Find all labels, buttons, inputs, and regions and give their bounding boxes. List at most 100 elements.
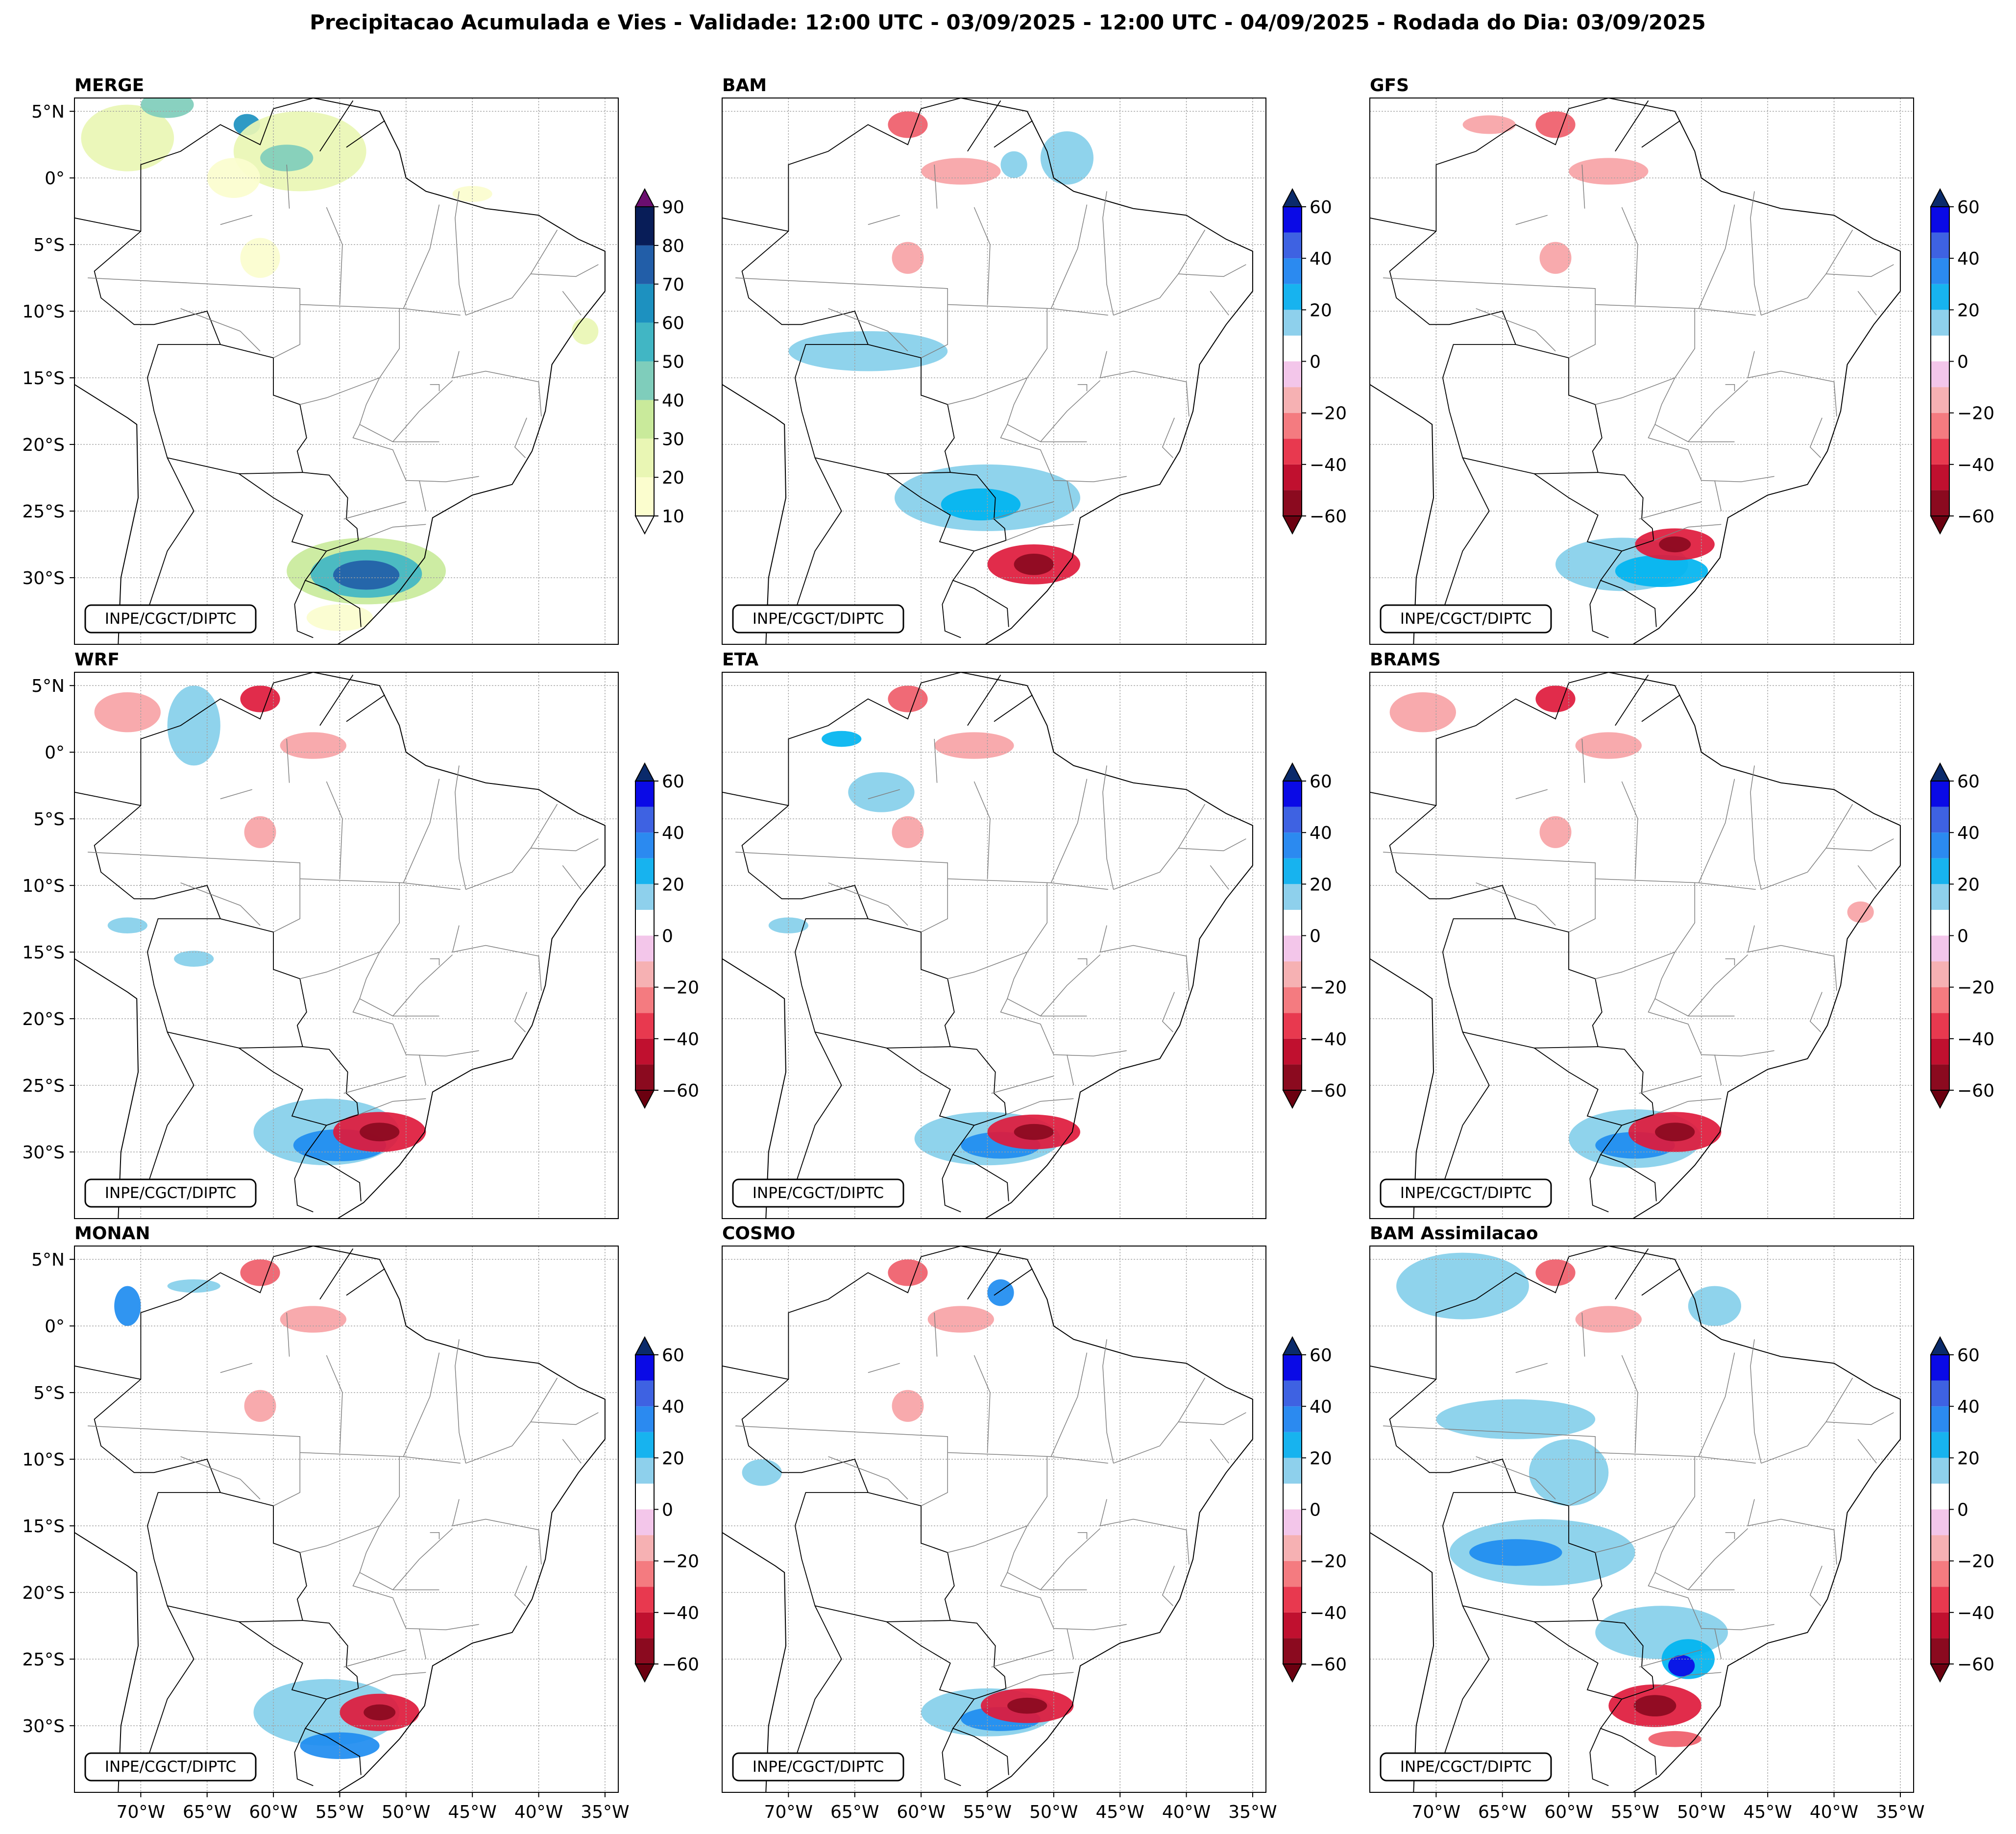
state-border: [1067, 1628, 1074, 1660]
country-border: [1641, 120, 1681, 148]
state-border: [1725, 384, 1735, 391]
country-border: [967, 1248, 1001, 1300]
panel-title: MERGE: [74, 75, 144, 96]
state-border: [1654, 882, 1735, 1017]
state-border: [392, 954, 453, 1017]
state-border: [1621, 207, 1638, 305]
colorbar-segment: [635, 781, 654, 807]
credit-label: INPE/CGCT/DIPTC: [753, 610, 884, 628]
credit-label: INPE/CGCT/DIPTC: [105, 1758, 236, 1776]
x-tick-label: 35°W: [1876, 1802, 1924, 1822]
colorbar-segment: [635, 1483, 654, 1510]
colorbar-segment: [1283, 361, 1302, 388]
colorbar-tick-label: 20: [662, 1448, 684, 1468]
colorbar-segment: [635, 1458, 654, 1484]
state-border: [868, 1363, 900, 1373]
country-border: [1641, 694, 1681, 722]
state-border: [1007, 1456, 1087, 1590]
country-border: [146, 918, 303, 1049]
credit-box: INPE/CGCT/DIPTC: [84, 604, 257, 634]
state-border: [1006, 524, 1074, 541]
y-tick-label: 5°S: [33, 809, 65, 830]
state-border: [1654, 1456, 1735, 1590]
state-border: [455, 765, 466, 890]
colorbar: −60 −40 −20 0 20 40 60: [1282, 188, 1347, 535]
colorbar-tick-label: −40: [1310, 455, 1347, 475]
country-border: [794, 1492, 950, 1622]
colorbar-segment: [635, 1509, 654, 1536]
field-blob: [1575, 732, 1642, 759]
colorbar-segment: [635, 1064, 654, 1090]
colorbar-segment: [1931, 1561, 1949, 1587]
colorbar-segment: [1283, 413, 1302, 439]
y-tick-label: 5°N: [31, 102, 65, 122]
field-blob: [1539, 242, 1572, 274]
colorbar-segment: [1283, 1509, 1302, 1536]
state-border: [1568, 879, 1596, 932]
colorbar-segment: [1931, 909, 1949, 936]
y-tick-label: 30°S: [22, 1716, 65, 1736]
colorbar-tick-label: 50: [662, 352, 684, 372]
colorbar-segment: [1931, 464, 1949, 490]
colorbar-segment: [1931, 387, 1949, 413]
field-blob: [788, 331, 948, 371]
field-blob: [280, 1306, 346, 1333]
colorbar-segment: [1283, 987, 1302, 1013]
state-border: [465, 1377, 558, 1464]
field-blob: [141, 98, 194, 118]
panel-frame: [74, 98, 619, 645]
colorbar-tick-label: 60: [1310, 772, 1332, 792]
x-tick-label: 50°W: [1029, 1802, 1078, 1822]
colorbar-segment: [1283, 1535, 1302, 1561]
panel-title: ETA: [722, 650, 758, 670]
state-border: [343, 1649, 407, 1668]
x-tick-label: 65°W: [183, 1802, 231, 1822]
country-border: [886, 1621, 974, 1700]
colorbar-segment: [635, 807, 654, 833]
colorbar-extend-max: [1282, 762, 1303, 782]
field-blob: [364, 1704, 396, 1721]
country-border: [1389, 683, 1657, 1201]
x-tick-label: 55°W: [1611, 1802, 1659, 1822]
colorbar-segment: [1283, 1587, 1302, 1613]
colorbar-segment: [1931, 284, 1949, 310]
country-border: [1615, 1248, 1649, 1300]
state-border: [1809, 1565, 1822, 1606]
y-tick-label: 15°S: [22, 1516, 65, 1537]
state-border: [1006, 1098, 1074, 1115]
country-border: [967, 674, 1001, 726]
country-border: [1534, 473, 1622, 552]
state-border: [1113, 229, 1206, 316]
state-border: [1210, 865, 1229, 890]
country-border: [273, 672, 314, 684]
state-border: [1714, 1054, 1722, 1086]
colorbar-tick-label: 0: [1957, 352, 1968, 372]
gridlines: [722, 1246, 1266, 1792]
y-tick-label: 0°: [45, 1317, 65, 1337]
country-border: [967, 100, 1001, 152]
state-border: [403, 204, 440, 309]
state-border: [220, 789, 253, 800]
x-tick-label: 45°W: [1743, 1802, 1792, 1822]
colorbar-segment: [635, 1535, 654, 1561]
panel-bam-assimilacao: BAM Assimilacao INPE/CGCT/DIPTC 70°W 65°W 60…: [1369, 1223, 1994, 1822]
colorbar-tick-label: 20: [1957, 875, 1980, 895]
colorbar-segment: [635, 935, 654, 962]
colorbar-tick-label: −60: [1310, 1081, 1347, 1101]
colorbar-segment: [1931, 232, 1949, 259]
country-border: [741, 1256, 1009, 1775]
field-blob: [572, 318, 599, 345]
colorbar-segment: [1931, 1535, 1949, 1561]
map-area: [1370, 672, 1914, 1219]
colorbar-segment: [1931, 413, 1949, 439]
map-area: [722, 98, 1266, 644]
state-border: [300, 377, 380, 405]
state-border: [1099, 351, 1190, 417]
state-border: [300, 952, 380, 979]
coastline: [1607, 1246, 1901, 1792]
colorbar-segment: [1931, 335, 1949, 362]
colorbar-extend-min: [1282, 1663, 1303, 1683]
state-border: [947, 377, 1027, 405]
country-border: [722, 1365, 789, 1380]
state-border: [465, 229, 558, 316]
